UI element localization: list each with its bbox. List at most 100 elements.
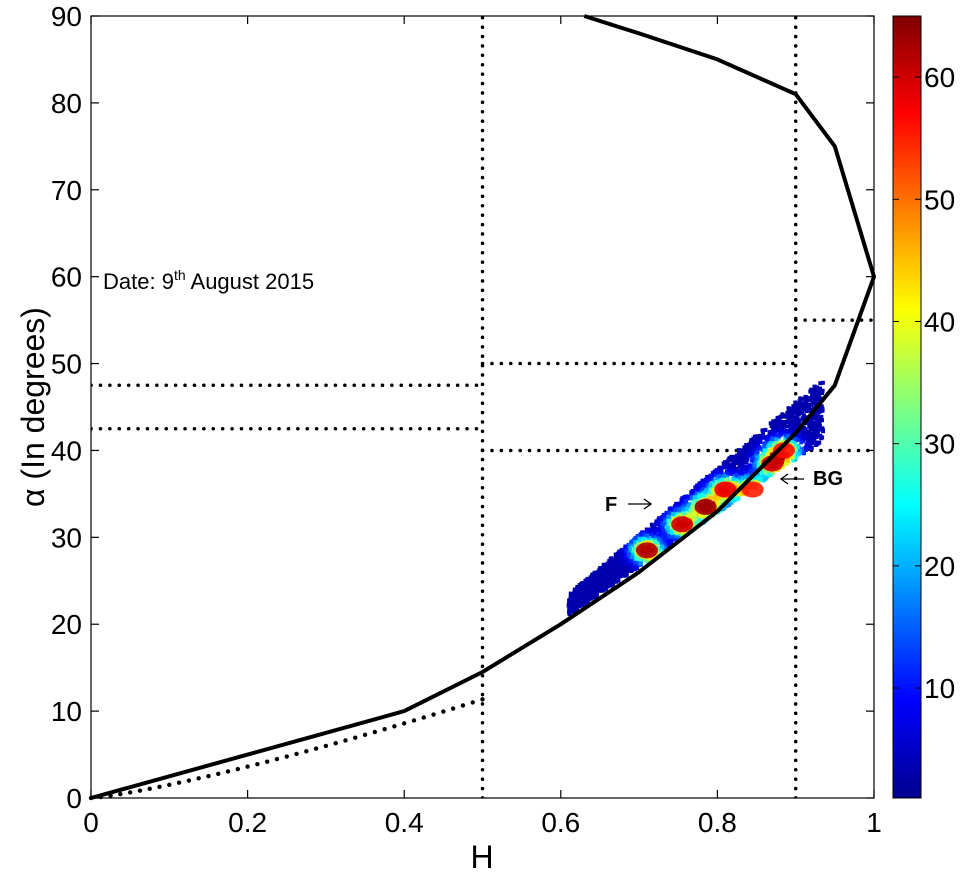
scatter-point	[680, 530, 685, 535]
scatter-point	[611, 579, 616, 584]
scatter-point	[598, 574, 602, 579]
scatter-point	[751, 467, 756, 472]
y-tick-label: 0	[66, 783, 82, 814]
scatter-point	[636, 542, 641, 547]
scatter-point	[808, 444, 813, 448]
scatter-point	[657, 528, 662, 533]
scatter-point	[814, 424, 818, 429]
scatter-point	[740, 466, 745, 471]
scatter-point	[631, 547, 636, 552]
scatter-point	[614, 555, 619, 560]
scatter-point	[724, 471, 729, 475]
scatter-point	[609, 583, 614, 588]
scatter-point	[735, 456, 740, 460]
boundary-marker	[118, 791, 123, 797]
scatter-point	[613, 568, 618, 573]
scatter-point	[646, 536, 651, 541]
scatter-point	[763, 427, 768, 432]
scatter-point	[566, 602, 571, 607]
scatter-point	[734, 467, 739, 472]
scatter-point	[807, 429, 812, 434]
scatter-point	[612, 577, 617, 582]
scatter-point	[757, 460, 762, 465]
boundary-marker	[108, 793, 113, 798]
scatter-point	[780, 465, 785, 470]
scatter-point	[815, 413, 820, 418]
scatter-point	[755, 434, 760, 439]
y-tick-label: 30	[51, 522, 82, 553]
scatter-point	[628, 547, 633, 552]
scatter-point	[634, 543, 639, 548]
scatter-point	[771, 426, 776, 431]
scatter-point	[624, 572, 629, 577]
scatter-point	[576, 599, 581, 604]
scatter-point	[586, 584, 591, 589]
boundary-marker	[186, 778, 192, 783]
scatter-point	[786, 434, 791, 439]
scatter-point	[635, 562, 640, 567]
scatter-point	[579, 586, 584, 591]
scatter-point	[610, 560, 615, 565]
scatter-point	[761, 444, 766, 449]
scatter-point	[792, 442, 797, 447]
scatter-point	[793, 437, 798, 441]
boundary-marker	[382, 726, 387, 732]
scatter-point	[816, 424, 821, 429]
scatter-point	[618, 558, 623, 563]
scatter-point	[713, 473, 718, 478]
scatter-point	[691, 525, 696, 529]
scatter-point	[764, 441, 769, 446]
boundary-path	[90, 14, 876, 800]
scatter-point	[819, 427, 824, 432]
scatter-point	[803, 394, 808, 399]
scatter-point	[633, 567, 638, 572]
scatter-point	[775, 425, 780, 430]
boundary-marker	[98, 794, 103, 800]
scatter-point	[795, 412, 800, 417]
scatter-point	[569, 598, 574, 603]
x-tick-label: 0.4	[385, 807, 424, 838]
scatter-point	[633, 561, 638, 566]
scatter-point	[732, 470, 736, 475]
scatter-point	[765, 434, 770, 439]
scatter-point	[753, 457, 758, 462]
scatter-point	[726, 466, 731, 471]
scatter-point	[794, 424, 799, 429]
scatter-point	[764, 437, 769, 442]
scatter-point	[789, 407, 794, 412]
scatter-point	[761, 455, 766, 460]
scatter-point	[711, 484, 716, 489]
scatter-point	[773, 418, 778, 423]
x-tick-label: 0.8	[698, 807, 737, 838]
scatter-point	[778, 423, 783, 428]
scatter-point	[799, 436, 804, 441]
scatter-point	[740, 448, 745, 453]
scatter-point	[608, 580, 613, 585]
scatter-point	[771, 419, 776, 424]
scatter-point	[759, 455, 764, 460]
boundary-marker	[264, 759, 270, 764]
scatter-point	[815, 418, 820, 423]
scatter-point	[763, 469, 767, 474]
scatter-point	[626, 553, 631, 557]
scatter-point	[716, 501, 721, 505]
scatter-point	[634, 556, 639, 561]
scatter-point	[591, 586, 596, 591]
scatter-point	[661, 521, 666, 526]
scatter-point	[799, 433, 804, 438]
scatter-point	[790, 429, 795, 434]
scatter-point	[669, 538, 674, 543]
scatter-point	[713, 492, 718, 497]
scatter-point	[783, 429, 788, 433]
scatter-point	[653, 527, 658, 532]
scatter-point	[722, 465, 727, 469]
scatter-point	[602, 567, 607, 572]
scatter-point	[712, 478, 717, 483]
scatter-point	[770, 447, 775, 452]
boundary-marker	[127, 790, 133, 795]
scatter-point	[786, 406, 791, 411]
scatter-point	[697, 493, 702, 498]
scatter-point	[682, 510, 687, 515]
scatter-point	[703, 514, 707, 519]
density-cluster	[772, 442, 795, 459]
